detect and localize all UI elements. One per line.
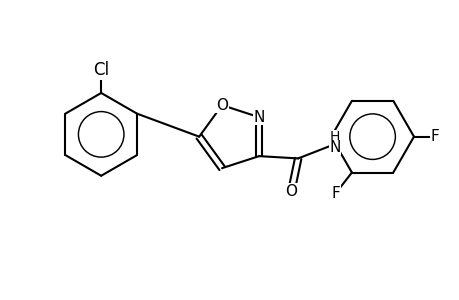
Text: O: O xyxy=(216,98,228,113)
Text: N: N xyxy=(329,140,340,155)
Text: Cl: Cl xyxy=(93,61,109,79)
Text: F: F xyxy=(330,186,340,201)
Text: N: N xyxy=(253,110,264,125)
Text: F: F xyxy=(429,129,438,144)
Text: H: H xyxy=(329,130,340,144)
Text: O: O xyxy=(285,184,297,199)
